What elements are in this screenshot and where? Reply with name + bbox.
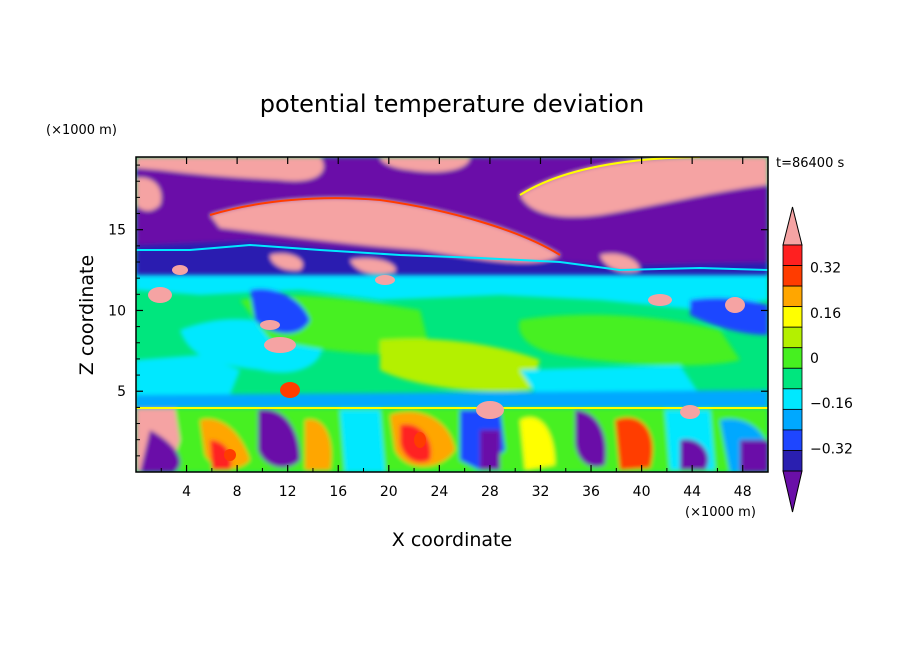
x-tick-label: 36 xyxy=(582,484,600,500)
y-unit-label: (×1000 m) xyxy=(46,123,117,138)
x-tick-label: 16 xyxy=(329,484,347,500)
x-tick-label: 20 xyxy=(380,484,398,500)
x-tick-label: 12 xyxy=(279,484,297,500)
x-tick-label: 28 xyxy=(481,484,499,500)
y-axis: 5 10 15 xyxy=(108,164,768,457)
colorbar-segment xyxy=(782,367,803,390)
colorbar: 0.32 0.16 0 −0.16 −0.32 xyxy=(782,206,853,513)
y-axis-label: Z coordinate xyxy=(76,255,98,375)
colorbar-label: 0.32 xyxy=(810,261,841,277)
colorbar-segment xyxy=(782,265,803,287)
colorbar-extend-min xyxy=(782,470,803,513)
colorbar-segment xyxy=(782,408,803,431)
y-tick-label: 15 xyxy=(108,223,126,239)
colorbar-label: −0.16 xyxy=(810,396,853,412)
x-tick-label: 8 xyxy=(233,484,242,500)
colorbar-segment xyxy=(782,347,803,369)
colorbar-label: 0.16 xyxy=(810,306,841,322)
chart-title: potential temperature deviation xyxy=(260,90,644,118)
x-tick-label: 24 xyxy=(430,484,448,500)
x-tick-label: 44 xyxy=(683,484,701,500)
x-axis-label: X coordinate xyxy=(392,529,512,551)
time-label: t=86400 s xyxy=(776,156,844,171)
colorbar-segment xyxy=(782,285,803,308)
colorbar-segment xyxy=(782,244,803,266)
colorbar-extend-max xyxy=(782,206,803,246)
x-axis: 4 8 12 16 20 24 28 32 36 40 44 48 xyxy=(160,157,752,500)
colorbar-segment xyxy=(782,306,803,328)
x-tick-label: 40 xyxy=(633,484,651,500)
colorbar-segment xyxy=(782,450,803,472)
colorbar-label: −0.32 xyxy=(810,441,853,457)
colorbar-segment xyxy=(782,429,803,451)
colorbar-label: 0 xyxy=(810,351,819,367)
plot-frame xyxy=(135,156,769,473)
x-unit-label: (×1000 m) xyxy=(685,505,756,520)
x-tick-label: 4 xyxy=(182,484,191,500)
x-tick-label: 48 xyxy=(734,484,752,500)
colorbar-segment xyxy=(782,388,803,410)
heatmap-field xyxy=(136,157,768,472)
x-tick-label: 32 xyxy=(532,484,550,500)
colorbar-segment xyxy=(782,326,803,349)
y-tick-label: 5 xyxy=(117,384,126,400)
y-tick-label: 10 xyxy=(108,303,126,319)
